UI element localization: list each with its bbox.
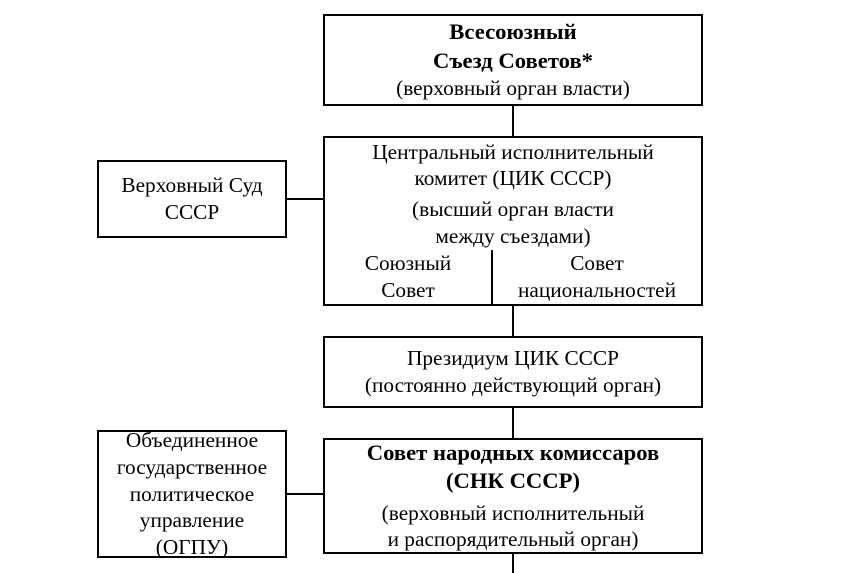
node-cik: Центральный исполнительныйкомитет (ЦИК С… xyxy=(323,136,703,252)
node-ogpu-title: Объединенноегосударственноеполитическоеу… xyxy=(117,427,267,560)
node-cik-subtitle: (высший орган властимежду съездами) xyxy=(412,196,614,249)
node-congress-title: ВсесоюзныйСъезд Советов* xyxy=(433,18,593,75)
node-snk-title: Совет народных комиссаров(СНК СССР) xyxy=(367,439,660,496)
node-presidium: Президиум ЦИК СССР (постоянно действующи… xyxy=(323,336,703,408)
node-snk-subtitle: (верховный исполнительныйи распорядитель… xyxy=(382,500,645,553)
node-councils: СоюзныйСовет Советнациональностей xyxy=(323,250,703,306)
node-congress-subtitle: (верховный орган власти) xyxy=(396,75,630,102)
cell-union-council: СоюзныйСовет xyxy=(323,250,493,306)
node-supreme-court: Верховный СудСССР xyxy=(97,160,287,238)
node-presidium-title: Президиум ЦИК СССР xyxy=(407,345,619,372)
ussr-government-diagram: ВсесоюзныйСъезд Советов* (верховный орга… xyxy=(0,0,850,573)
node-ogpu: Объединенноегосударственноеполитическоеу… xyxy=(97,430,287,558)
node-snk: Совет народных комиссаров(СНК СССР) (вер… xyxy=(323,438,703,554)
cell-nationalities-council: Советнациональностей xyxy=(493,250,703,306)
node-presidium-subtitle: (постоянно действующий орган) xyxy=(365,372,661,399)
cell-nationalities-council-label: Советнациональностей xyxy=(518,250,676,303)
cell-union-council-label: СоюзныйСовет xyxy=(365,250,451,303)
node-congress: ВсесоюзныйСъезд Советов* (верховный орга… xyxy=(323,14,703,106)
node-cik-title: Центральный исполнительныйкомитет (ЦИК С… xyxy=(372,139,654,192)
node-supreme-court-title: Верховный СудСССР xyxy=(121,172,262,225)
